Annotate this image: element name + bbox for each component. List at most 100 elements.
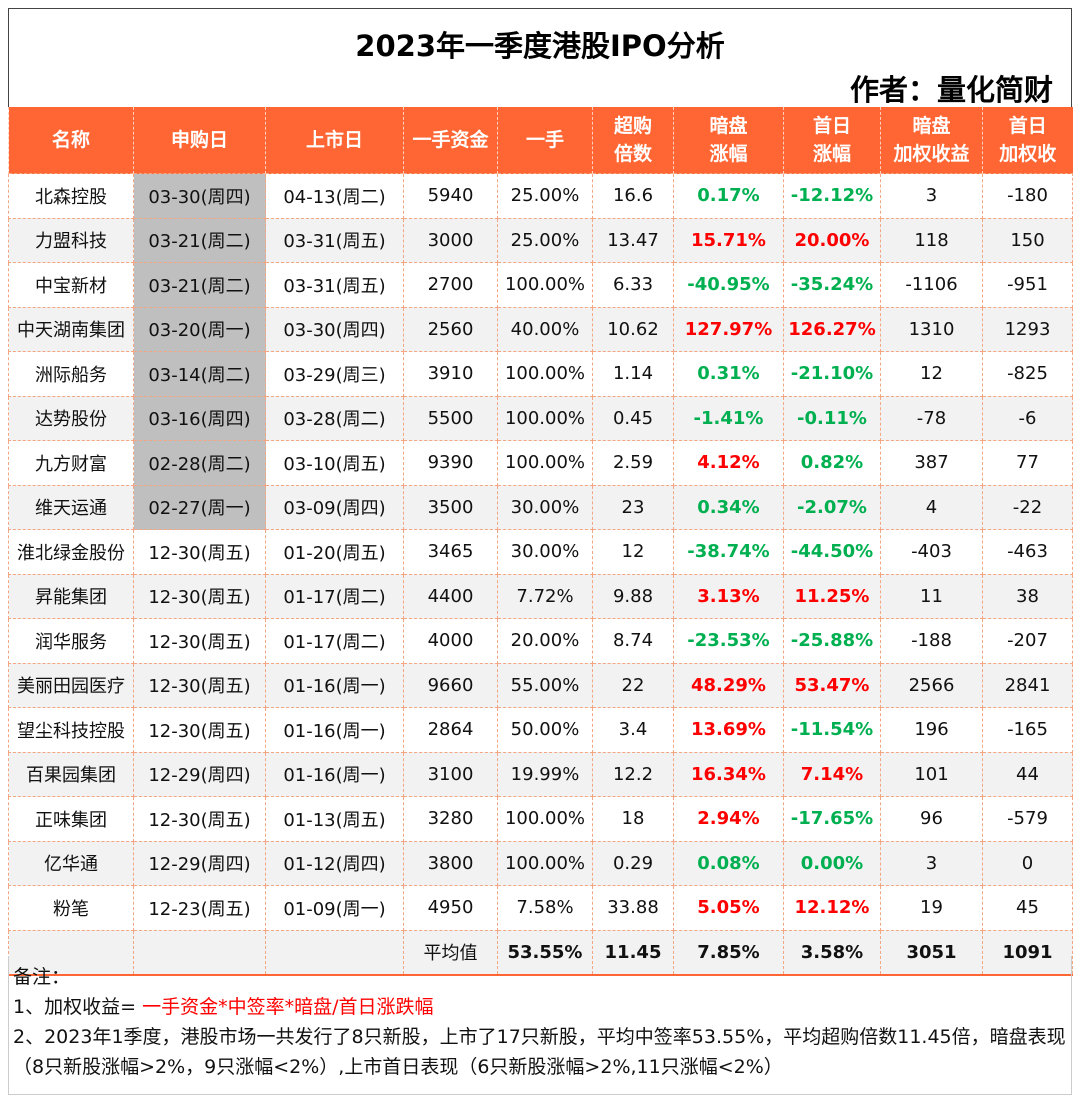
cell-listing-date: 03-31(周五) (265, 262, 404, 308)
cell-listing-date: 03-31(周五) (265, 217, 404, 263)
cell-first-day-weighted-return: 2841 (982, 662, 1073, 708)
cell-lot-capital: 3800 (403, 840, 498, 886)
cell-first-day-weighted-return: -6 (982, 395, 1073, 441)
cell-first-day-weighted-return: 150 (982, 217, 1073, 263)
cell-listing-date: 01-17(周二) (265, 573, 404, 619)
cell-grey-weighted-return: 118 (880, 217, 983, 263)
cell-lot-rate: 100.00% (497, 351, 593, 397)
cell-lot-rate: 19.99% (497, 751, 593, 797)
cell-listing-date: 01-16(周一) (265, 751, 404, 797)
header-text: 超购 (613, 115, 652, 137)
cell-oversubscription: 12 (592, 529, 674, 575)
cell-grey-weighted-return: 12 (880, 351, 983, 397)
cell-oversubscription: 0.45 (592, 395, 674, 441)
cell-lot-capital: 4950 (403, 885, 498, 931)
table-row: 亿华通 12-29(周四) 01-12(周四) 3800 100.00% 0.29 0.08… (8, 840, 1073, 886)
cell-first-day-weighted-return: -825 (982, 351, 1073, 397)
cell-name: 亿华通 (8, 840, 134, 886)
cell-first-day-change: -11.54% (783, 707, 881, 753)
cell-first-day-change: -0.11% (783, 395, 881, 441)
cell-listing-date: 01-20(周五) (265, 529, 404, 575)
cell-listing-date: 01-09(周一) (265, 885, 404, 931)
table-row: 美丽田园医疗 12-30(周五) 01-16(周一) 9660 55.00% 22 48.2… (8, 662, 1073, 708)
cell-lot-rate: 40.00% (497, 306, 593, 352)
cell-listing-date: 01-13(周五) (265, 796, 404, 842)
table-row: 粉笔 12-23(周五) 01-09(周一) 4950 7.58% 33.88 5.05% 1… (8, 885, 1073, 931)
table-row: 昇能集团 12-30(周五) 01-17(周二) 4400 7.72% 9.88 3.13%… (8, 573, 1073, 619)
cell-lot-rate: 20.00% (497, 618, 593, 664)
cell-name: 力盟科技 (8, 217, 134, 263)
cell-name: 润华服务 (8, 618, 134, 664)
cell-listing-date: 01-12(周四) (265, 840, 404, 886)
cell-lot-capital: 4400 (403, 573, 498, 619)
header-text: 倍数 (613, 143, 652, 165)
cell-name: 淮北绿金股份 (8, 529, 134, 575)
cell-lot-rate: 25.00% (497, 217, 593, 263)
cell-oversubscription: 8.74 (592, 618, 674, 664)
average-grey-market-change: 7.85% (673, 929, 784, 976)
cell-subscribe-date: 03-14(周二) (133, 351, 266, 397)
cell-first-day-change: -44.50% (783, 529, 881, 575)
cell-subscribe-date: 12-30(周五) (133, 662, 266, 708)
cell-subscribe-date: 12-30(周五) (133, 529, 266, 575)
average-lot-rate: 53.55% (497, 929, 593, 976)
table-row: 力盟科技 03-21(周二) 03-31(周五) 3000 25.00% 13.47 15.… (8, 217, 1073, 263)
header-name: 名称 (8, 107, 134, 174)
header-subscribe-date: 申购日 (133, 107, 266, 174)
cell-grey-market-change: 0.17% (673, 173, 784, 219)
header-text: 上市日 (305, 129, 363, 151)
table-row: 润华服务 12-30(周五) 01-17(周二) 4000 20.00% 8.74 -23.… (8, 618, 1073, 664)
cell-grey-market-change: 3.13% (673, 573, 784, 619)
cell-oversubscription: 13.47 (592, 217, 674, 263)
cell-grey-market-change: 2.94% (673, 796, 784, 842)
cell-first-day-change: -17.65% (783, 796, 881, 842)
cell-lot-rate: 7.58% (497, 885, 593, 931)
cell-name: 百果园集团 (8, 751, 134, 797)
cell-name: 昇能集团 (8, 573, 134, 619)
header-text: 申购日 (170, 129, 228, 151)
cell-first-day-change: 7.14% (783, 751, 881, 797)
cell-grey-weighted-return: 1310 (880, 306, 983, 352)
cell-grey-market-change: -1.41% (673, 395, 784, 441)
cell-grey-market-change: -40.95% (673, 262, 784, 308)
cell-lot-capital: 3910 (403, 351, 498, 397)
cell-first-day-weighted-return: 1293 (982, 306, 1073, 352)
empty-cell (8, 929, 134, 976)
header-text: 涨幅 (709, 143, 748, 165)
cell-lot-rate: 50.00% (497, 707, 593, 753)
cell-lot-capital: 2864 (403, 707, 498, 753)
cell-subscribe-date: 12-30(周五) (133, 707, 266, 753)
note-2: 2、2023年1季度，港股市场一共发行了8只新股，上市了17只新股，平均中签率5… (13, 1026, 1066, 1078)
table-row: 洲际船务 03-14(周二) 03-29(周三) 3910 100.00% 1.14 0.3… (8, 351, 1073, 397)
cell-listing-date: 01-17(周二) (265, 618, 404, 664)
header-grey-weighted-return: 暗盘 加权收益 (880, 107, 983, 174)
cell-listing-date: 01-16(周一) (265, 662, 404, 708)
cell-first-day-weighted-return: -579 (982, 796, 1073, 842)
cell-first-day-weighted-return: 38 (982, 573, 1073, 619)
cell-lot-capital: 5500 (403, 395, 498, 441)
empty-cell (133, 929, 266, 976)
cell-first-day-change: 20.00% (783, 217, 881, 263)
cell-lot-capital: 5940 (403, 173, 498, 219)
header-text: 暗盘 (912, 115, 951, 137)
cell-listing-date: 03-29(周三) (265, 351, 404, 397)
header-lot-capital: 一手资金 (403, 107, 498, 174)
cell-first-day-weighted-return: -463 (982, 529, 1073, 575)
cell-lot-capital: 3000 (403, 217, 498, 263)
cell-grey-weighted-return: 19 (880, 885, 983, 931)
cell-first-day-change: 0.82% (783, 440, 881, 486)
cell-name: 美丽田园医疗 (8, 662, 134, 708)
header-first-day-change: 首日 涨幅 (783, 107, 881, 174)
cell-first-day-weighted-return: 0 (982, 840, 1073, 886)
cell-first-day-weighted-return: -180 (982, 173, 1073, 219)
cell-oversubscription: 33.88 (592, 885, 674, 931)
table-row: 维天运通 02-27(周一) 03-09(周四) 3500 30.00% 23 0.34% -… (8, 484, 1073, 530)
header-text: 涨幅 (812, 143, 851, 165)
cell-subscribe-date: 03-16(周四) (133, 395, 266, 441)
header-text: 暗盘 (709, 115, 748, 137)
cell-listing-date: 03-10(周五) (265, 440, 404, 486)
cell-lot-rate: 30.00% (497, 484, 593, 530)
table-row: 九方财富 02-28(周二) 03-10(周五) 9390 100.00% 2.59 4.1… (8, 440, 1073, 486)
cell-oversubscription: 10.62 (592, 306, 674, 352)
cell-grey-market-change: 0.34% (673, 484, 784, 530)
